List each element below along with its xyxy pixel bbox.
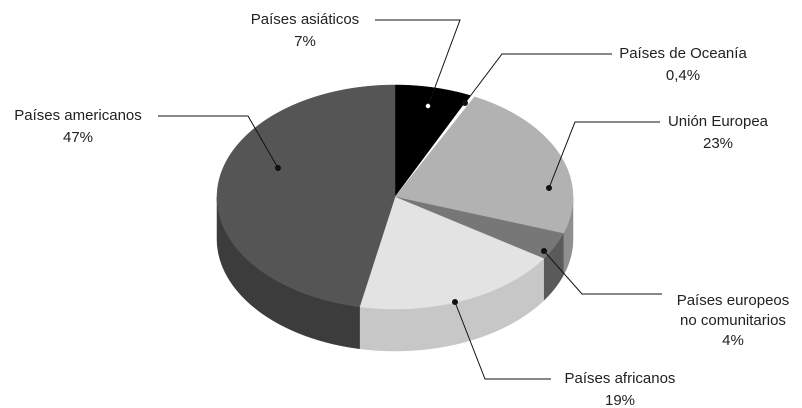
pie-slice-2 bbox=[394, 96, 574, 234]
pie-slice-4 bbox=[359, 196, 545, 310]
pie-slice-5 bbox=[216, 84, 396, 308]
leader-dot-1 bbox=[461, 100, 468, 107]
slice-value-1: 0,4% bbox=[666, 67, 700, 84]
leader-line-0 bbox=[375, 19, 461, 107]
slice-value-4: 19% bbox=[605, 392, 635, 408]
slice-labels: Países asiáticos 7% Países de Oceanía 0,4% U… bbox=[14, 11, 789, 408]
slice-value-2: 23% bbox=[703, 135, 733, 152]
slice-value-0: 7% bbox=[294, 33, 316, 50]
leader-line-3 bbox=[543, 250, 662, 295]
slice-value-3: 4% bbox=[722, 332, 744, 349]
slice-label-4-0: Países africanos bbox=[565, 370, 676, 387]
leader-line-4 bbox=[454, 301, 551, 380]
leader-dot-2 bbox=[546, 184, 553, 191]
slice-label-2-0: Unión Europea bbox=[668, 113, 769, 130]
leader-line-5 bbox=[158, 115, 279, 169]
slice-label-3-0: Países europeos bbox=[677, 292, 790, 309]
slice-label-0-0: Países asiáticos bbox=[251, 11, 359, 28]
slice-label-3-1: no comunitarios bbox=[680, 312, 786, 329]
leader-dot-5 bbox=[274, 164, 281, 171]
leader-dot-3 bbox=[541, 247, 548, 254]
pie-top bbox=[216, 84, 574, 310]
pie-slice-0 bbox=[394, 84, 471, 198]
leader-line-2 bbox=[548, 121, 660, 189]
leader-dot-0 bbox=[424, 103, 431, 110]
leader-dot-4 bbox=[451, 298, 458, 305]
slice-value-5: 47% bbox=[63, 129, 93, 146]
slice-label-5-0: Países americanos bbox=[14, 107, 142, 124]
pie-slice-3 bbox=[394, 196, 564, 259]
leader-line-1 bbox=[464, 53, 612, 104]
slice-label-1-0: Países de Oceanía bbox=[619, 45, 747, 62]
